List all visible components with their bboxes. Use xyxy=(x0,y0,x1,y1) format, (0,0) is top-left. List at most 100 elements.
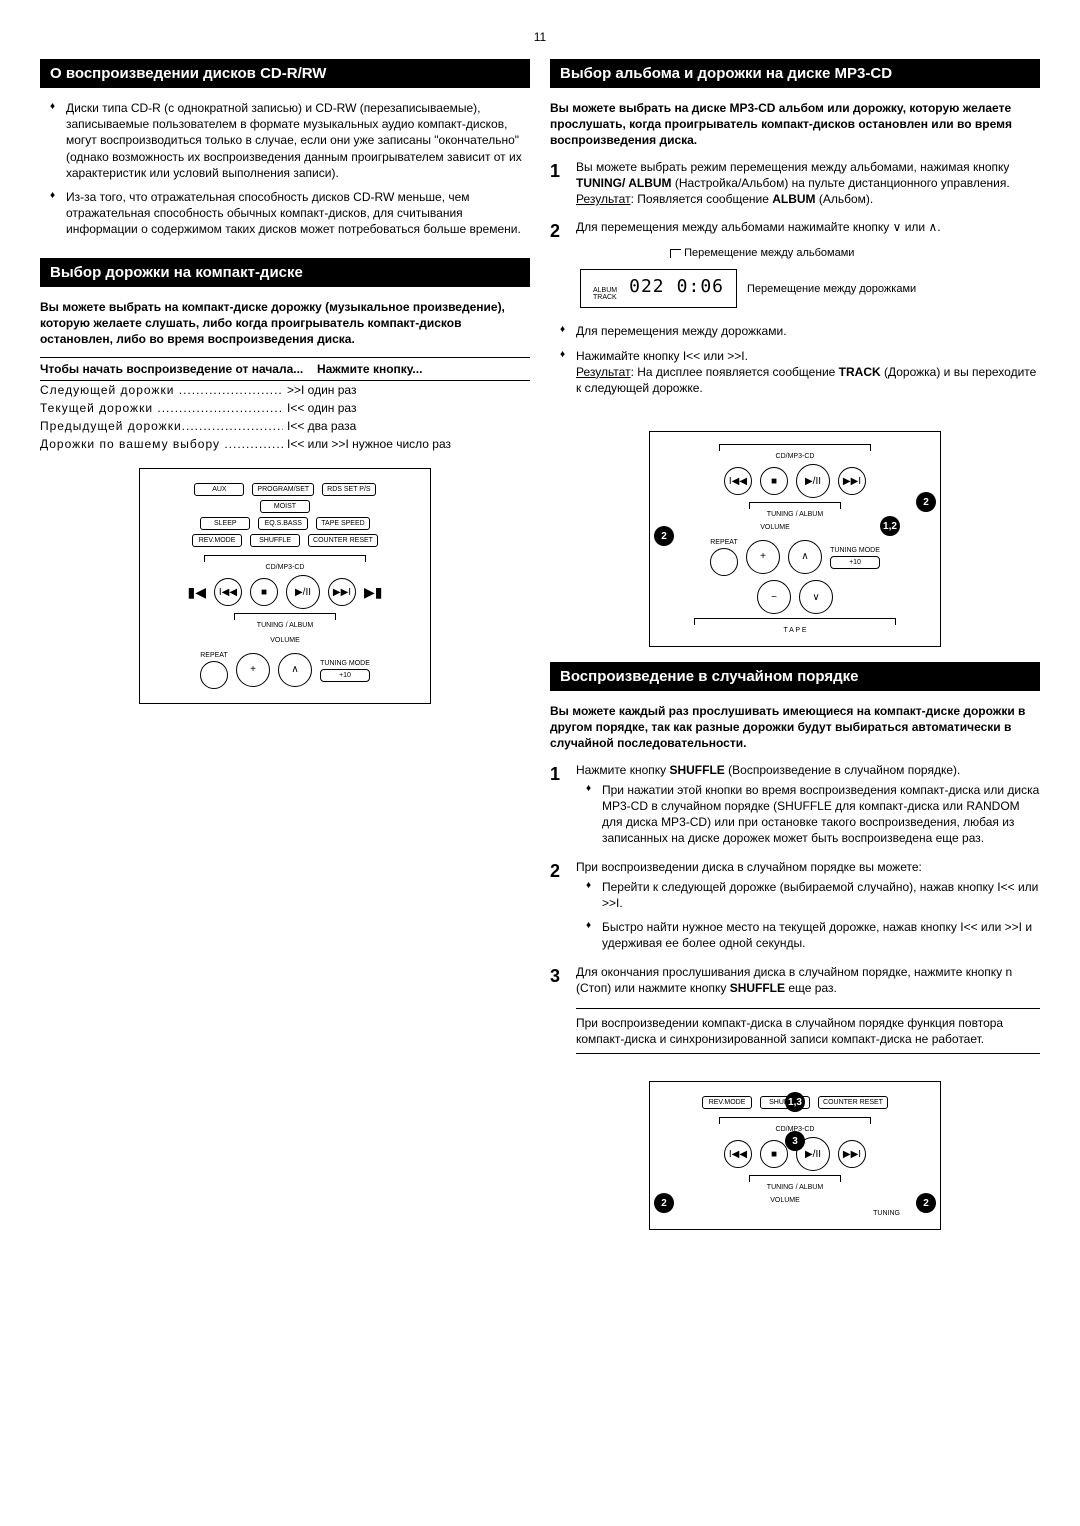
callout-2b: 2 xyxy=(916,1193,936,1213)
mp3-intro: Вы можете выбрать на диске MP3-CD альбом… xyxy=(550,100,1040,149)
step-bold: SHUFFLE xyxy=(669,763,724,777)
remote-diagram-2-wrapper: CD/MP3-CD I◀◀ ■ ▶/II ▶▶I TUNING / ALBUM … xyxy=(550,416,1040,662)
step-bold: TUNING/ ALBUM xyxy=(576,176,672,190)
remote-diagram-1-wrapper: AUX PROGRAM/SET RDS SET P/S MOIST SLEEP … xyxy=(40,453,530,719)
section-header-track-select: Выбор дорожки на компакт-диске xyxy=(40,258,530,287)
stop-icon: ■ xyxy=(760,1140,788,1168)
section-header-cdr: О воспроизведении дисков CD-R/RW xyxy=(40,59,530,88)
result-label: Результат xyxy=(576,192,631,206)
section-header-mp3: Выбор альбома и дорожки на диске MP3-CD xyxy=(550,59,1040,88)
tuning-mode-label: TUNING MODE xyxy=(830,547,880,554)
shuffle-intro: Вы можете каждый раз прослушивать имеющи… xyxy=(550,703,1040,752)
remote-diagram-2: CD/MP3-CD I◀◀ ■ ▶/II ▶▶I TUNING / ALBUM … xyxy=(649,431,941,647)
remote-diagram-3-wrapper: REV.MODE SHUFFLE 1,3 COUNTER RESET CD/MP… xyxy=(550,1066,1040,1245)
repeat-btn xyxy=(710,548,738,576)
volume-up-icon: + xyxy=(236,653,270,687)
volume-up-icon: + xyxy=(746,540,780,574)
track-table: Чтобы начать воспроизведение от начала..… xyxy=(40,357,530,453)
left-column: О воспроизведении дисков CD-R/RW Диски т… xyxy=(40,59,530,1245)
step-text: (Настройка/Альбом) на пульте дистанционн… xyxy=(672,176,1010,190)
page-number: 11 xyxy=(40,30,1040,44)
table-c1: Текущей дорожки ........................… xyxy=(40,401,283,415)
up-icon: ∧ xyxy=(788,540,822,574)
remote-btn: SHUFFLE xyxy=(250,534,300,547)
bullet-item: При нажатии этой кнопки во время воспрои… xyxy=(586,782,1040,847)
table-c1: Следующей дорожки ......................… xyxy=(40,383,283,397)
table-c2: I<< один раз xyxy=(283,401,530,415)
lcd-side-label: Перемещение между дорожками xyxy=(747,282,916,296)
tuning-mode-label: TUNING MODE xyxy=(320,660,370,667)
remote-btn: MOIST xyxy=(260,500,310,513)
bullet-text: Нажимайте кнопку I<< или >>I. xyxy=(576,349,748,363)
prev-track-icon: ▮◀ xyxy=(188,584,206,601)
repeat-label: REPEAT xyxy=(200,652,228,659)
step-item: Для окончания прослушивания диска в случ… xyxy=(550,964,1040,996)
remote-btn: AUX xyxy=(194,483,244,496)
bullet-item: Диски типа CD-R (с однократной записью) … xyxy=(50,100,530,181)
callout-2b: 2 xyxy=(916,492,936,512)
callout-13: 1,3 xyxy=(785,1092,805,1112)
remote-btn: EQ.S.BASS xyxy=(258,517,308,530)
mp3-steps: Вы можете выбрать режим перемещения межд… xyxy=(550,159,1040,236)
track-select-intro: Вы можете выбрать на компакт-диске дорож… xyxy=(40,299,530,348)
lcd-value-2: 0:06 xyxy=(677,276,724,297)
shuffle-steps: Нажмите кнопку SHUFFLE (Воспроизведение … xyxy=(550,762,1040,996)
remote-diagram-1: AUX PROGRAM/SET RDS SET P/S MOIST SLEEP … xyxy=(139,468,431,704)
up-icon: ∧ xyxy=(278,653,312,687)
result-label: Результат xyxy=(576,365,631,379)
volume-down-icon: − xyxy=(757,580,791,614)
step-item: Вы можете выбрать режим перемещения межд… xyxy=(550,159,1040,208)
step-text: Вы можете выбрать режим перемещения межд… xyxy=(576,160,1009,174)
repeat-label: REPEAT xyxy=(710,539,738,546)
result-bold: ALBUM xyxy=(772,192,815,206)
table-row: Следующей дорожки ......................… xyxy=(40,381,530,399)
next-icon: ▶▶I xyxy=(328,578,356,606)
stop-icon: ■ xyxy=(250,578,278,606)
section-header-shuffle: Воспроизведение в случайном порядке xyxy=(550,662,1040,691)
lcd-album: ALBUM xyxy=(593,287,617,294)
table-row: Предыдущей дорожки......................… xyxy=(40,417,530,435)
lcd-track: TRACK xyxy=(593,294,617,301)
table-header: Чтобы начать воспроизведение от начала..… xyxy=(40,357,530,381)
next-icon: ▶▶I xyxy=(838,1140,866,1168)
table-c2: I<< или >>I нужное число раз xyxy=(283,437,530,451)
step-text: Нажмите кнопку xyxy=(576,763,669,777)
table-c2: >>I один раз xyxy=(283,383,530,397)
cdr-bullets: Диски типа CD-R (с однократной записью) … xyxy=(40,100,530,238)
remote-btn: TAPE SPEED xyxy=(316,517,369,530)
repeat-btn xyxy=(200,661,228,689)
tuning-label: TUNING / ALBUM xyxy=(767,1184,823,1191)
lcd-top-text: Перемещение между альбомами xyxy=(684,247,854,259)
table-c2: I<< два раза xyxy=(283,419,530,433)
stop-icon: ■ xyxy=(760,467,788,495)
lcd-display-box: ALBUM TRACK 022 0:06 Перемещение между д… xyxy=(580,269,916,308)
volume-label: VOLUME xyxy=(770,1197,800,1204)
play-pause-icon: ▶/II xyxy=(796,1137,830,1171)
cd-label: CD/MP3-CD xyxy=(776,453,815,460)
remote-btn: COUNTER RESET xyxy=(818,1096,888,1109)
step-text: При воспроизведении диска в случайном по… xyxy=(576,860,922,874)
table-c1: Предыдущей дорожки......................… xyxy=(40,419,283,433)
bullet-item: Быстро найти нужное место на текущей дор… xyxy=(586,919,1040,951)
plus10-btn: +10 xyxy=(320,669,370,682)
table-row: Дорожки по вашему выбору ...............… xyxy=(40,435,530,453)
bullet-item: Из-за того, что отражательная способност… xyxy=(50,189,530,238)
tuning-label: TUNING / ALBUM xyxy=(767,511,823,518)
step-text: еще раз. xyxy=(785,981,837,995)
table-head-2: Нажмите кнопку... xyxy=(317,362,530,376)
result-text: : Появляется сообщение xyxy=(631,192,773,206)
shuffle-note: При воспроизведении компакт-диска в случ… xyxy=(576,1008,1040,1054)
lcd-display: ALBUM TRACK 022 0:06 xyxy=(580,269,737,308)
prev-icon: I◀◀ xyxy=(724,1140,752,1168)
lcd-value-1: 022 xyxy=(629,276,665,297)
play-pause-icon: ▶/II xyxy=(286,575,320,609)
step-item: Для перемещения между альбомами нажимайт… xyxy=(550,219,1040,235)
prev-icon: I◀◀ xyxy=(724,467,752,495)
bullet-item: Для перемещения между дорожками. xyxy=(560,323,1040,339)
volume-label: VOLUME xyxy=(270,637,300,644)
step-item: Нажмите кнопку SHUFFLE (Воспроизведение … xyxy=(550,762,1040,847)
right-column: Выбор альбома и дорожки на диске MP3-CD … xyxy=(550,59,1040,1245)
prev-icon: I◀◀ xyxy=(214,578,242,606)
remote-btn: REV.MODE xyxy=(702,1096,752,1109)
remote-btn: SLEEP xyxy=(200,517,250,530)
